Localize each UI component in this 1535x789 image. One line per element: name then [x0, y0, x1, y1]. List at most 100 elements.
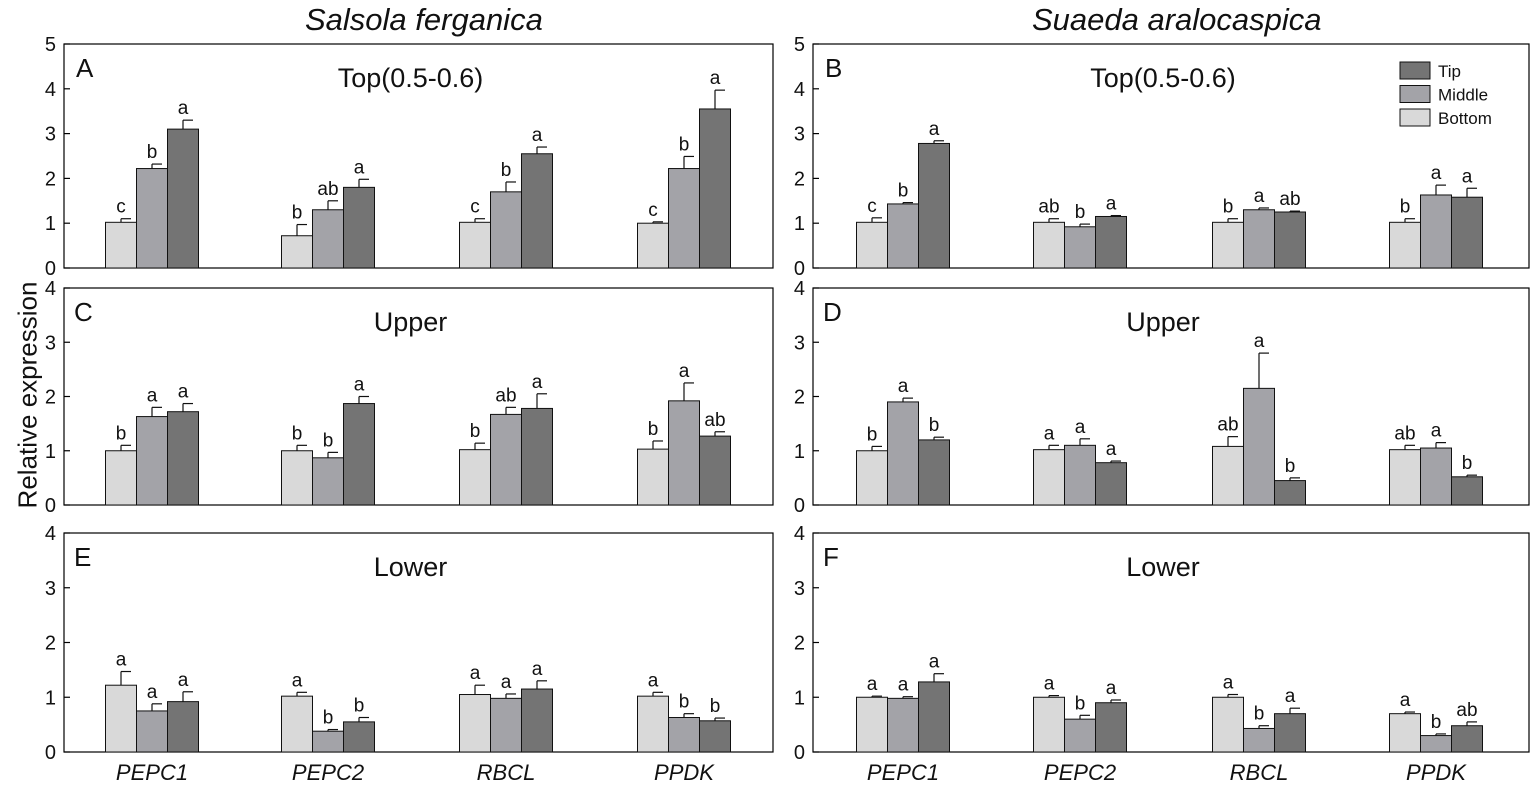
y-tick-label: 2 [45, 168, 56, 190]
significance-label: b [147, 142, 158, 163]
bar-bottom [1389, 221, 1421, 269]
bar-bottom [281, 235, 313, 269]
significance-label: b [1075, 202, 1086, 223]
bar-bottom [637, 448, 669, 506]
bar-tip [918, 142, 950, 269]
bar-middle [887, 203, 919, 269]
bar-tip [1274, 211, 1306, 269]
panel-letter: D [823, 297, 842, 327]
bar-middle [1420, 735, 1452, 753]
bar-bottom [105, 450, 137, 506]
bar-tip [1095, 702, 1127, 753]
bar-middle [668, 717, 700, 753]
y-tick-label: 3 [45, 578, 56, 600]
bar-bottom [459, 694, 491, 753]
bar-tip [918, 439, 950, 506]
significance-label: c [648, 200, 658, 221]
significance-label: b [1223, 197, 1234, 218]
significance-label: b [323, 430, 334, 451]
significance-label: a [1106, 194, 1117, 215]
column-title-suaeda: Suaeda aralocaspica [1032, 2, 1322, 37]
bar-middle [887, 401, 919, 506]
x-category-label: PEPC2 [1044, 760, 1116, 785]
x-category-label: RBCL [477, 760, 536, 785]
significance-label: b [1075, 693, 1086, 714]
x-category-label: PEPC1 [867, 760, 939, 785]
bar-bottom [637, 695, 669, 753]
significance-label: a [929, 119, 940, 140]
panel-title: Upper [374, 307, 448, 337]
bar-tip [167, 128, 199, 269]
significance-label: a [1075, 417, 1086, 438]
y-tick-label: 3 [45, 124, 56, 146]
legend-swatch-tip [1399, 61, 1431, 80]
bar-tip [521, 153, 553, 269]
bar-tip [1451, 725, 1483, 753]
significance-label: a [178, 98, 189, 119]
significance-label: b [1431, 712, 1442, 733]
legend-swatch-bottom [1399, 108, 1431, 127]
significance-label: b [292, 203, 303, 224]
panel-title: Top(0.5-0.6) [338, 63, 484, 93]
bar-middle [490, 697, 522, 753]
significance-label: a [501, 672, 512, 693]
y-tick-label: 4 [794, 79, 805, 101]
bar-tip [918, 681, 950, 753]
bar-bottom [856, 221, 888, 269]
bar-bottom [1212, 445, 1244, 506]
y-tick-label: 2 [794, 168, 805, 190]
bar-bottom [1033, 221, 1065, 269]
panel-title: Lower [1126, 552, 1200, 582]
bar-tip [1274, 713, 1306, 753]
bar-tip [167, 411, 199, 506]
bar-middle [136, 710, 168, 753]
significance-label: ab [1217, 415, 1238, 436]
x-category-label: PEPC2 [292, 760, 364, 785]
panel-letter: F [823, 542, 839, 572]
significance-label: a [710, 68, 721, 89]
significance-label: a [470, 663, 481, 684]
significance-label: a [1106, 439, 1117, 460]
panel-title: Upper [1126, 307, 1200, 337]
panel-frame [812, 43, 1530, 269]
significance-label: a [929, 652, 940, 673]
significance-label: ab [1456, 700, 1477, 721]
x-category-label: PEPC1 [116, 760, 188, 785]
bar-bottom [856, 696, 888, 753]
y-tick-label: 1 [45, 213, 56, 235]
significance-label: a [1044, 674, 1055, 695]
significance-label: a [1285, 686, 1296, 707]
bar-middle [1420, 447, 1452, 506]
bar-middle [1243, 209, 1275, 269]
bar-bottom [1212, 221, 1244, 269]
significance-label: a [1462, 166, 1473, 187]
bar-tip [1095, 215, 1127, 269]
x-category-label: PPDK [654, 760, 715, 785]
significance-label: b [679, 134, 690, 155]
bar-middle [668, 168, 700, 269]
significance-label: ab [1394, 423, 1415, 444]
bar-bottom [459, 221, 491, 269]
significance-label: b [116, 423, 127, 444]
significance-label: b [1400, 197, 1411, 218]
y-tick-label: 1 [45, 441, 56, 463]
y-tick-label: 1 [794, 687, 805, 709]
y-tick-label: 0 [45, 742, 56, 764]
significance-label: a [178, 670, 189, 691]
significance-label: a [648, 670, 659, 691]
significance-label: b [501, 160, 512, 181]
significance-label: ab [1279, 189, 1300, 210]
y-tick-label: 0 [45, 258, 56, 280]
bar-tip [167, 701, 199, 753]
significance-label: a [898, 675, 909, 696]
legend-swatch-middle [1399, 85, 1431, 103]
y-tick-label: 5 [45, 34, 56, 56]
significance-label: a [354, 375, 365, 396]
y-tick-label: 5 [794, 34, 805, 56]
y-tick-label: 4 [794, 523, 805, 545]
significance-label: b [292, 423, 303, 444]
bar-bottom [1033, 449, 1065, 506]
